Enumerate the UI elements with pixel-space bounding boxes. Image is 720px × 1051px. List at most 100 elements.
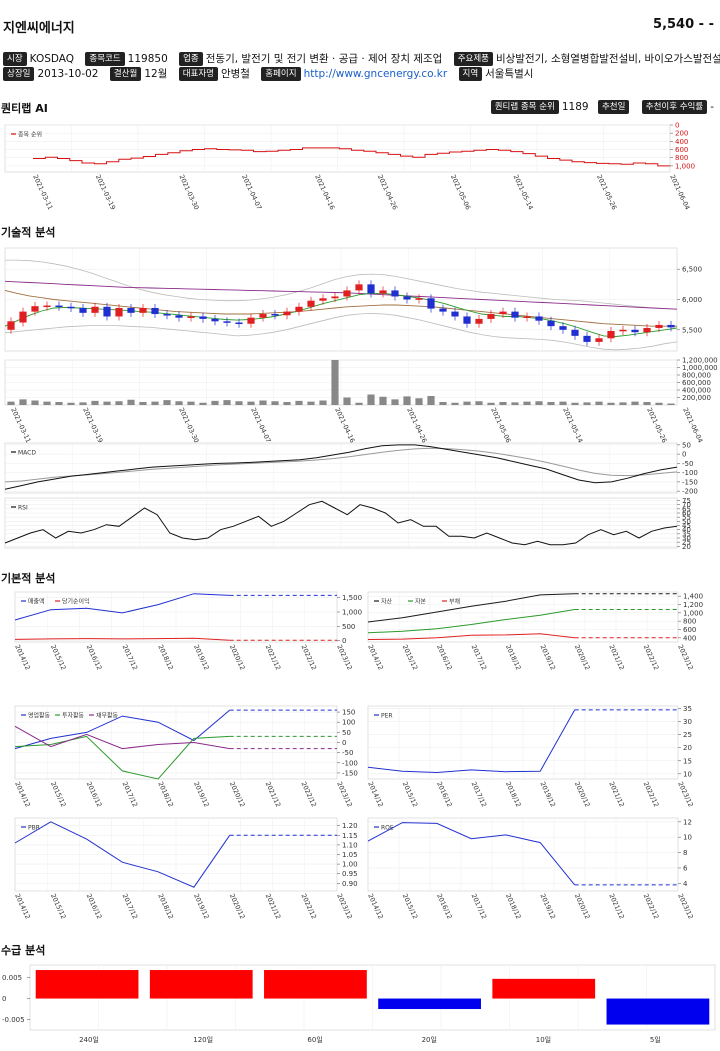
roe-legend-label: ROE [381, 825, 394, 832]
assets-xtick-label: 2016/12 [435, 643, 454, 671]
volume-bar [367, 394, 375, 405]
volume-bar [655, 402, 663, 405]
volume-bar [343, 397, 351, 405]
volume-bar [379, 396, 387, 405]
volume-bar [319, 400, 327, 405]
cashflow-series-line [14, 725, 230, 750]
roe-xtick-label: 2015/12 [401, 892, 420, 920]
pbr-ytick-label: 1.15 [342, 832, 358, 840]
candle [343, 290, 351, 297]
per-xtick-label: 2015/12 [401, 780, 420, 808]
macd-signal-line [4, 447, 678, 483]
homepage-link[interactable]: http://www.gncenergy.co.kr [303, 67, 448, 80]
supply-xtick-label: 20일 [422, 1035, 437, 1044]
fiscal-value: 12월 [144, 68, 168, 80]
candle [559, 326, 567, 330]
rsi-ytick-label: 30 [682, 535, 691, 543]
assets-series-line [367, 609, 575, 634]
rsi-ytick-label: 60 [682, 510, 691, 518]
candle [427, 298, 435, 309]
volume-bar [223, 400, 231, 405]
volume-bar [595, 401, 603, 405]
volume-ytick-label: 1,000,000 [682, 364, 718, 372]
price-ytick-label: 6,000 [682, 296, 702, 304]
volume-ytick-label: 800,000 [682, 372, 711, 380]
assets-series-line [367, 633, 575, 640]
region-tag: 지역 [458, 66, 483, 81]
rank-xtick-label: 2021-03-11 [31, 173, 54, 211]
cashflow-legend-label: 재무활동 [96, 712, 119, 720]
volume-bar [55, 402, 63, 405]
price-ytick-label: 5,500 [682, 326, 702, 334]
candle [511, 311, 519, 318]
info-row-2: 상장일 2013-10-02 결산월 12월 대표자명 안병철 홈페이지 http://… [3, 66, 541, 81]
rank-xtick-label: 2021-03-19 [94, 173, 117, 211]
roe-series-line [367, 822, 576, 886]
rsi-ytick-label: 40 [682, 526, 691, 534]
market-tag: 시장 [3, 51, 27, 66]
rank-tag: 퀀티랩 종목 순위 [490, 100, 559, 114]
roe-xtick-label: 2020/12 [573, 892, 592, 920]
roe-xtick-label: 2022/12 [642, 892, 661, 920]
volume-bar [103, 401, 111, 405]
sales-legend-label: 당기순이익 [62, 598, 90, 606]
homepage-tag: 홈페이지 [261, 66, 301, 81]
candle [7, 321, 15, 330]
industry-tag: 업종 [179, 51, 203, 66]
rank-xtick-label: 2021-06-04 [668, 173, 691, 211]
candle [439, 308, 447, 312]
volume-bar [283, 402, 291, 405]
assets-series-line [367, 593, 575, 623]
volume-bar [643, 402, 651, 405]
technical-section-title: 기술적 분석 [1, 226, 56, 239]
pbr-xtick-label: 2015/12 [49, 892, 68, 920]
cashflow-series-line [14, 735, 230, 780]
candle [115, 307, 123, 317]
supply-section-title: 수급 분석 [1, 944, 46, 957]
cashflow-xtick-label: 2019/12 [192, 780, 211, 808]
price-ytick-label: 6,500 [682, 266, 702, 274]
volume-xtick-label: 2021-04-07 [249, 406, 272, 444]
volume-bar [511, 402, 519, 405]
roe-xtick-label: 2019/12 [538, 892, 557, 920]
volume-bar [607, 402, 615, 405]
sales-ytick-label: 1,000 [342, 609, 362, 617]
candle [295, 306, 303, 312]
pbr-ytick-label: 0.90 [342, 880, 358, 888]
volume-bar [331, 360, 339, 405]
roe-xtick-label: 2021/12 [607, 892, 626, 920]
rsi-ytick-label: 20 [682, 543, 691, 551]
volume-bar [115, 401, 123, 405]
volume-bar [31, 400, 39, 405]
cashflow-xtick-label: 2015/12 [49, 780, 68, 808]
volume-bar [475, 401, 483, 405]
sales-xtick-label: 2016/12 [85, 643, 104, 671]
roe-ytick-label: 6 [683, 864, 688, 872]
candle [127, 307, 135, 313]
volume-ytick-label: 200,000 [682, 394, 711, 402]
pbr-xtick-label: 2018/12 [156, 892, 175, 920]
candle [607, 331, 615, 339]
volume-xtick-label: 2021-04-26 [405, 406, 428, 444]
per-xtick-label: 2020/12 [573, 780, 592, 808]
candle [643, 327, 651, 333]
candle [307, 300, 315, 307]
assets-ytick-label: 1,200 [683, 601, 703, 609]
volume-bar [439, 402, 447, 405]
volume-bar [535, 401, 543, 405]
roe-ytick-label: 10 [683, 834, 692, 842]
roe-ytick-label: 4 [683, 880, 688, 888]
candle [571, 329, 579, 336]
rsi-ytick-label: 65 [682, 505, 691, 513]
volume-xtick-label: 2021-05-26 [645, 406, 668, 444]
rsi-ytick-label: 70 [682, 501, 691, 509]
assets-ytick-label: 400 [683, 634, 696, 642]
cashflow-ytick-label: 100 [342, 719, 355, 727]
candle [535, 316, 543, 321]
sales-xtick-label: 2020/12 [228, 643, 247, 671]
rank-xtick-label: 2021-04-16 [313, 173, 336, 211]
candle [235, 322, 243, 325]
region-value: 서울특별시 [485, 68, 534, 80]
listed-value: 2013-10-02 [37, 67, 99, 80]
volume-bar [427, 396, 435, 405]
